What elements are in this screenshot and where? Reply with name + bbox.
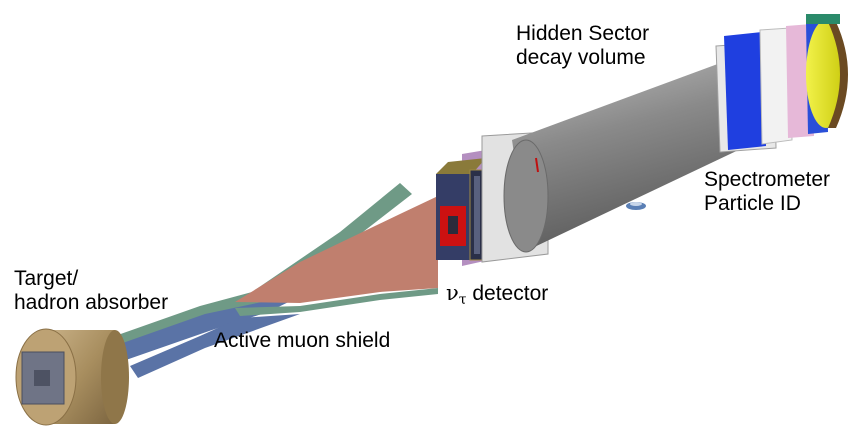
muon-shield <box>115 183 438 378</box>
spectrometer-label-line1: Spectrometer <box>704 168 831 191</box>
spectrometer-label-line2: Particle ID <box>704 192 801 215</box>
muon-shield-red-wedge <box>235 196 438 303</box>
nu-detector-label-text: detector <box>466 282 549 305</box>
spectrometer-label: Spectrometer Particle ID <box>704 168 830 216</box>
goliath-magnet-core <box>448 216 458 234</box>
hidden-sector-label-line1: Hidden Sector <box>516 22 650 45</box>
nu-detector-stripe-1 <box>474 176 480 254</box>
muon-shield-label-text: Active muon shield <box>214 329 391 352</box>
muon-shield-label: Active muon shield <box>214 329 390 353</box>
nu-symbol: ν <box>446 281 459 305</box>
spectro-blue-station <box>724 32 766 150</box>
vessel-entrance-face <box>503 139 549 253</box>
target-back-face <box>101 330 129 424</box>
tau-subscript: τ <box>458 292 467 308</box>
target-core-detail <box>34 370 50 386</box>
target-label: Target/ hadron absorber <box>14 267 168 315</box>
muon-shield-lower-blue <box>130 314 300 378</box>
target-label-line1: Target/ <box>14 267 79 290</box>
target-absorber <box>15 328 129 426</box>
muon-shield-green-wedge <box>115 183 412 350</box>
vessel-marker <box>535 157 539 173</box>
vessel-cylinder <box>512 55 770 250</box>
support-object <box>626 202 646 210</box>
muon-detector-top <box>806 14 840 24</box>
target-label-line2: hadron absorber <box>14 291 169 314</box>
nu-tau-detector-label: ντ detector <box>446 281 548 312</box>
hidden-sector-label: Hidden Sector decay volume <box>516 22 649 70</box>
muon-detector-ring <box>828 22 848 128</box>
calorimeter-yellow <box>806 20 846 128</box>
support-object-top <box>630 202 642 206</box>
spectro-white-station <box>759 27 793 145</box>
spectrometer-pid <box>724 14 848 150</box>
hidden-sector-label-line2: decay volume <box>516 46 646 69</box>
muon-shield-lower-green <box>235 288 438 316</box>
